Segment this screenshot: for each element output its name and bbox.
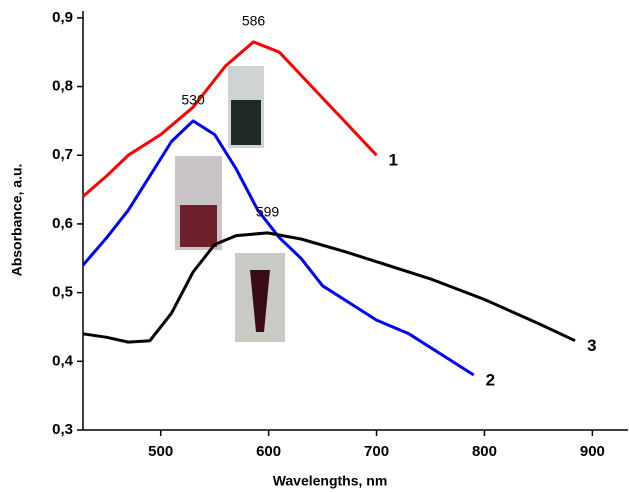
y-tick-label: 0,4 — [52, 352, 74, 369]
vial-liquid — [231, 100, 261, 145]
peak-label: 530 — [181, 92, 205, 108]
y-tick-label: 0,3 — [52, 421, 73, 438]
series-label: 1 — [389, 151, 398, 170]
peak-label: 586 — [242, 13, 266, 29]
series-label: 2 — [486, 371, 495, 390]
vial-liquid — [180, 205, 217, 247]
spectrum-line — [82, 231, 576, 344]
sample-photos — [175, 66, 285, 342]
x-axis-title: Wavelengths, nm — [273, 473, 388, 489]
spectrum-line — [81, 119, 475, 377]
y-tick-label: 0,9 — [52, 9, 73, 26]
y-tick-label: 0,8 — [52, 78, 73, 95]
series-label: 3 — [587, 336, 596, 355]
spectrum-line — [82, 40, 378, 198]
x-tick-label: 500 — [148, 443, 173, 460]
x-tick-label: 700 — [364, 443, 389, 460]
y-tick-label: 0,7 — [52, 146, 73, 163]
y-tick-label: 0,6 — [52, 215, 73, 232]
y-tick-label: 0,5 — [52, 284, 73, 301]
x-tick-label: 800 — [472, 443, 497, 460]
x-tick-label: 900 — [580, 443, 605, 460]
tube-liquid — [250, 270, 270, 332]
x-tick-label: 600 — [256, 443, 281, 460]
y-axis-title: Absorbance, a.u. — [9, 164, 25, 277]
peak-label: 599 — [256, 204, 280, 220]
